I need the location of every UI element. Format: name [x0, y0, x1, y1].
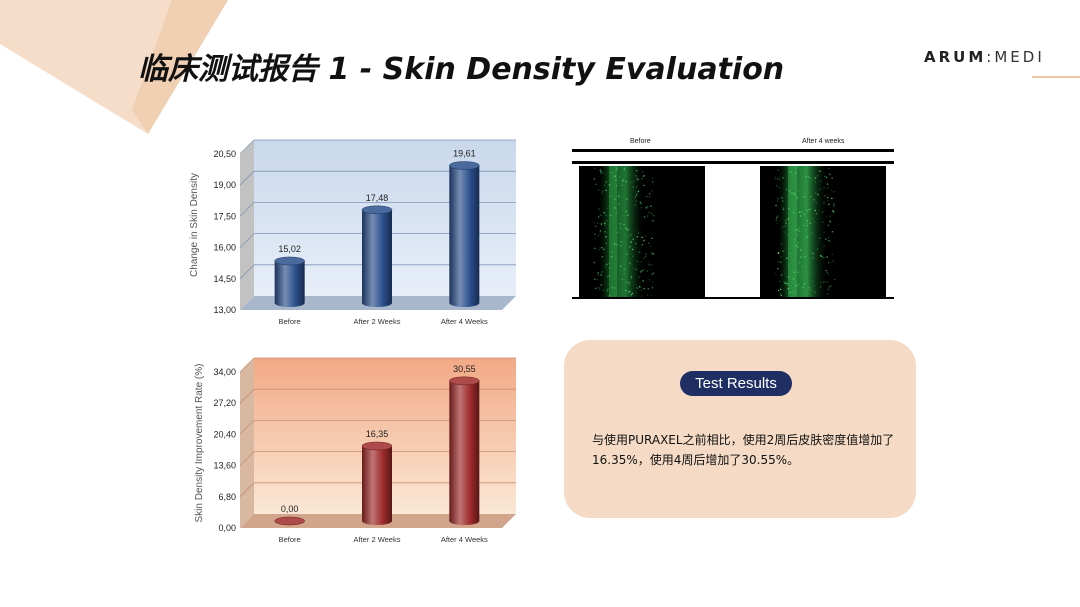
bar-top — [274, 256, 305, 266]
y-tick-label: 16,00 — [213, 243, 236, 253]
bar-top — [361, 441, 393, 451]
y-tick-label: 14,50 — [213, 274, 236, 284]
page-title: 临床测试报告 1 - Skin Density Evaluation — [138, 52, 785, 87]
gridline — [239, 170, 255, 186]
y-tick-label: 20,50 — [213, 149, 236, 159]
y-tick-label: 27,20 — [213, 398, 236, 408]
scan-divider — [572, 149, 894, 152]
scan-after-label: After 4 weeks — [802, 138, 845, 145]
bar-top — [361, 205, 393, 215]
brand-logo-part2: MEDI — [994, 48, 1045, 66]
scan-image-before — [579, 166, 705, 297]
corner-decoration — [0, 0, 228, 134]
scan-divider — [572, 297, 894, 299]
gridline — [239, 482, 255, 498]
bar-top — [449, 376, 480, 386]
y-tick-label: 34,00 — [213, 367, 236, 377]
x-tick-label: Before — [279, 317, 301, 326]
bar — [449, 380, 480, 525]
gridline — [239, 139, 255, 155]
x-tick-label: Before — [279, 535, 301, 544]
y-tick-label: 20,40 — [213, 429, 236, 439]
skin-density-chart: 13,00 14,50 16,00 17,50 19,00 20,50 Change in … — [180, 134, 520, 334]
chart-side-wall — [240, 140, 254, 310]
bar — [362, 209, 392, 307]
x-tick-label: After 2 Weeks — [354, 535, 401, 544]
test-results-text: 与使用PURAXEL之前相比，使用2周后皮肤密度值增加了16.35%，使用4周后… — [592, 433, 895, 467]
data-label: 19,61 — [453, 149, 476, 159]
gridline — [239, 357, 255, 373]
ultrasound-scan-panel: Before After 4 weeks — [572, 134, 894, 306]
data-label: 17,48 — [366, 193, 389, 203]
y-tick-label: 19,00 — [213, 180, 236, 190]
scan-image-after — [760, 166, 886, 297]
scan-before-label: Before — [630, 138, 651, 145]
brand-underline — [1032, 76, 1080, 78]
bar-top — [274, 516, 305, 526]
gridline — [239, 233, 255, 248]
x-tick-label: After 2 Weeks — [354, 317, 401, 326]
y-axis-label: Change in Skin Density — [189, 173, 200, 277]
x-tick-label: After 4 Weeks — [441, 317, 488, 326]
y-tick-label: 13,60 — [213, 461, 236, 471]
gridline — [239, 264, 255, 280]
bar-top — [449, 161, 480, 170]
skin-density-chart-svg: 13,00 14,50 16,00 17,50 19,00 20,50 Change in … — [189, 139, 516, 326]
test-results-badge: Test Results — [680, 371, 792, 396]
scan-divider — [572, 161, 894, 164]
data-label: 15,02 — [278, 244, 301, 254]
test-results-card: Test Results 与使用PURAXEL之前相比，使用2周后皮肤密度值增加… — [564, 340, 916, 518]
brand-logo-part1: ARUM — [924, 48, 987, 66]
bar — [274, 260, 305, 307]
gridline — [239, 451, 255, 466]
gridline — [239, 388, 255, 404]
data-label: 0,00 — [281, 504, 299, 514]
bar — [362, 445, 392, 525]
y-tick-label: 13,00 — [213, 305, 236, 315]
brand-logo: ARUM:MEDI — [924, 48, 1045, 66]
y-tick-label: 6,80 — [218, 492, 236, 502]
data-label: 30,55 — [453, 364, 476, 374]
gridline — [239, 202, 255, 217]
y-axis-label: Skin Density Improvement Rate (%) — [194, 364, 205, 523]
data-label: 16,35 — [366, 429, 389, 439]
improvement-rate-chart: 0,00 6,80 13,60 20,40 27,20 34,00 Skin Density… — [180, 342, 520, 552]
x-tick-label: After 4 Weeks — [441, 535, 488, 544]
chart-side-wall — [240, 358, 254, 528]
brand-logo-separator: : — [986, 48, 995, 66]
y-tick-label: 0,00 — [218, 523, 236, 533]
bar — [449, 165, 480, 307]
improvement-rate-chart-svg: 0,00 6,80 13,60 20,40 27,20 34,00 Skin Density… — [194, 357, 516, 544]
y-tick-label: 17,50 — [213, 211, 236, 221]
gridline — [239, 420, 255, 435]
